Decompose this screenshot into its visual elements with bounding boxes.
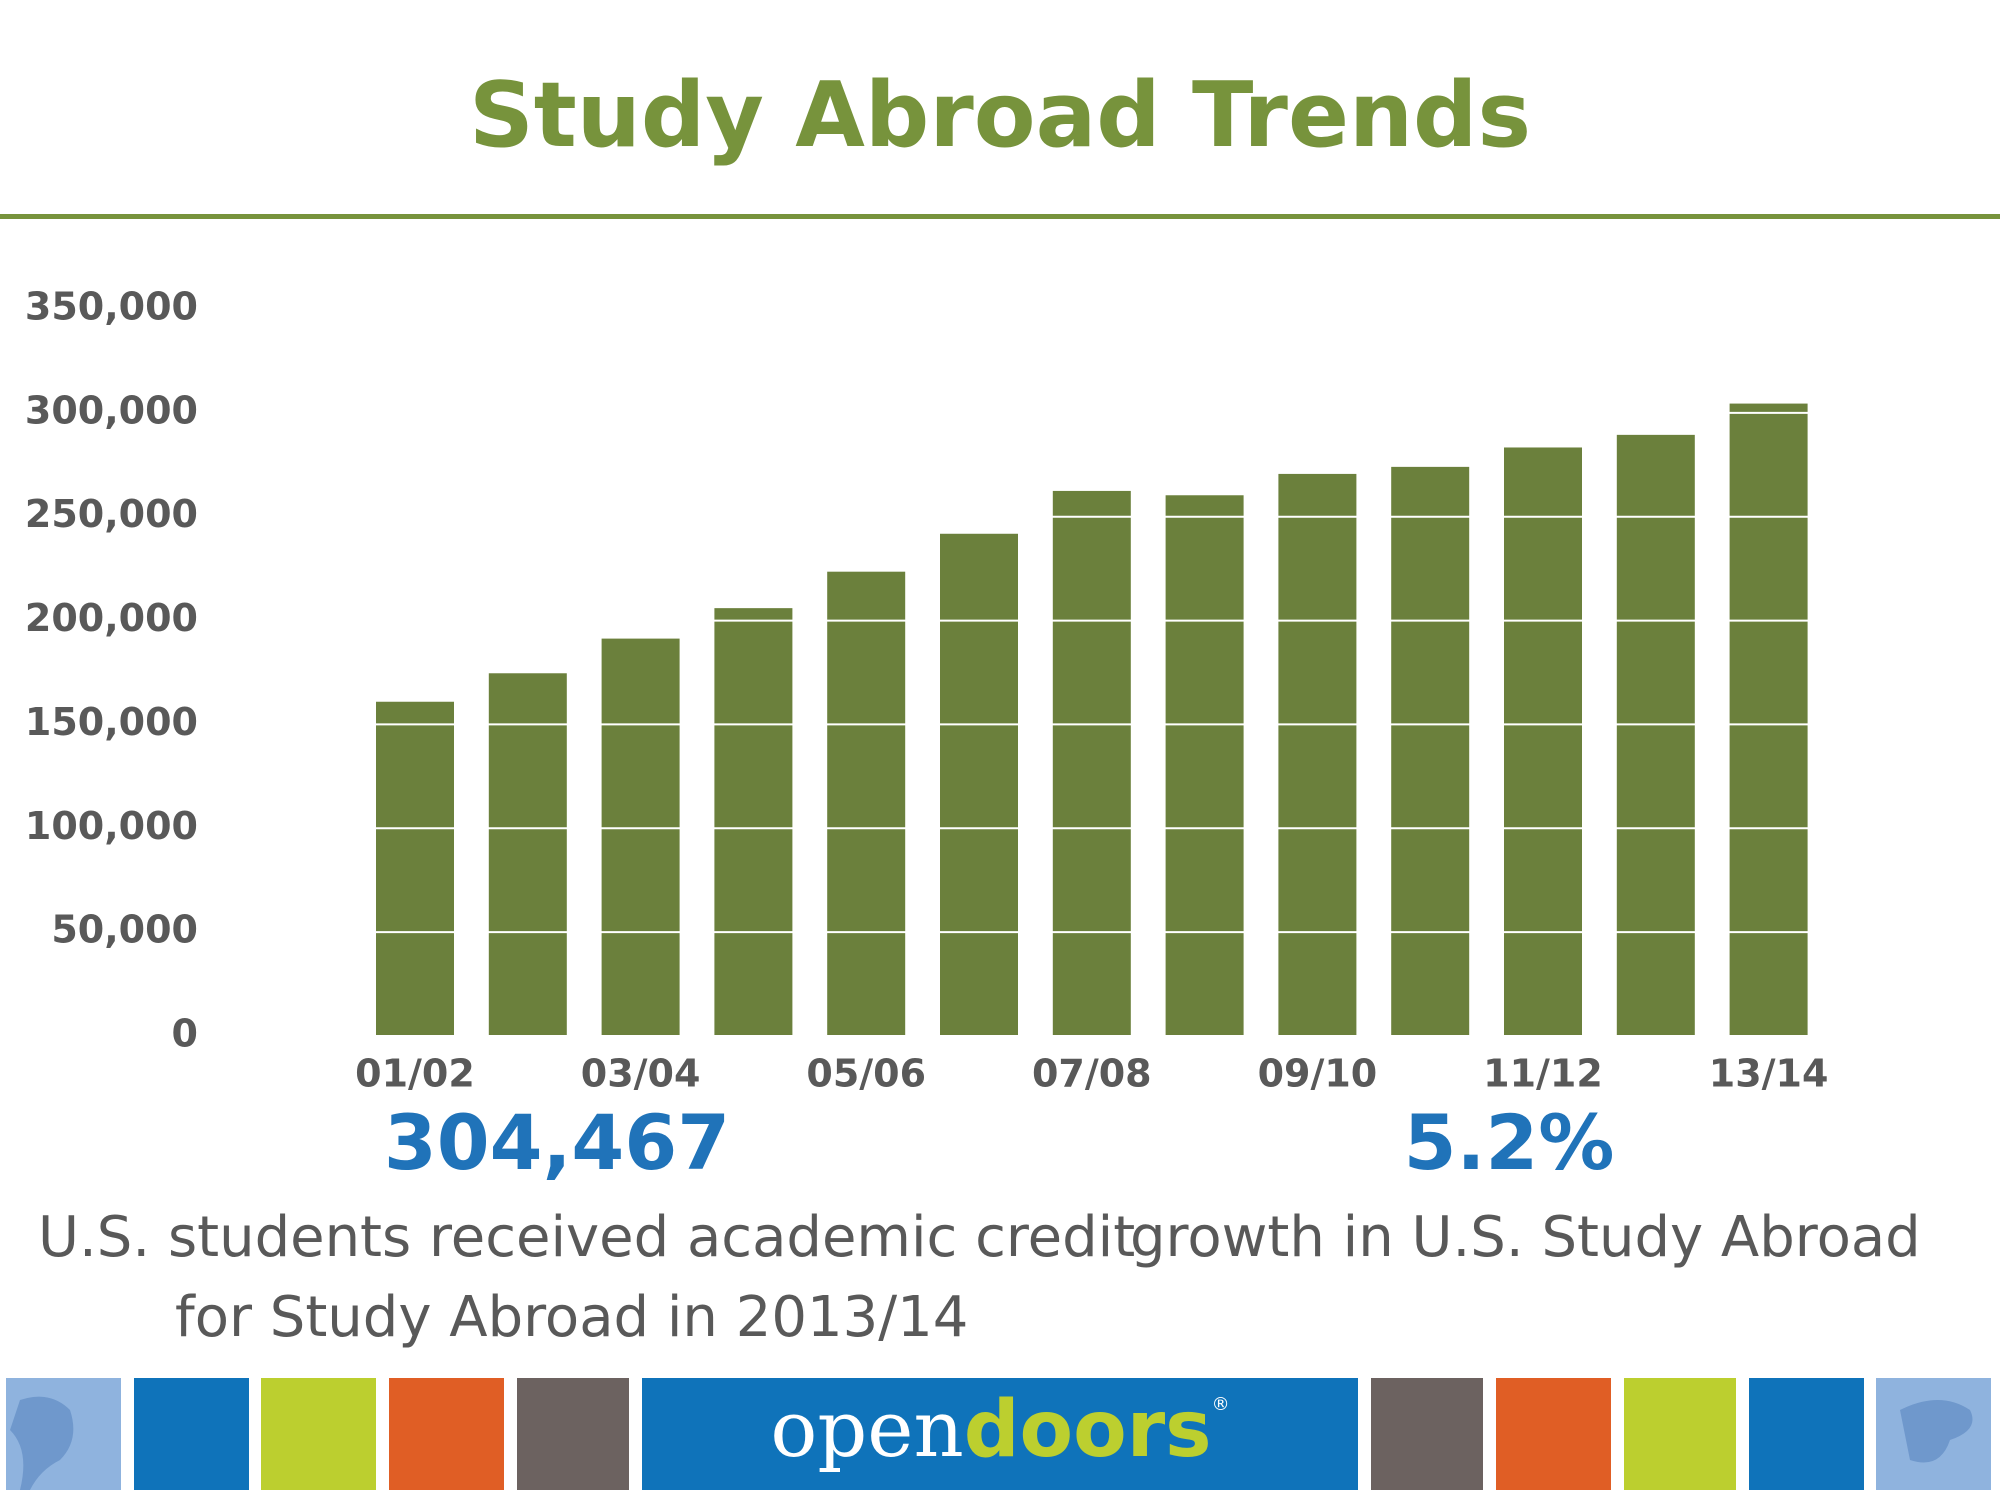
bar (827, 571, 906, 1036)
footer: opendoors® (6, 1378, 1991, 1490)
bar (1616, 434, 1695, 1036)
x-tick-label: 11/12 (1483, 1052, 1603, 1096)
x-tick-label: 01/02 (355, 1052, 475, 1096)
bar (1165, 495, 1244, 1036)
y-tick-label: 350,000 (25, 285, 198, 329)
tile (1624, 1378, 1736, 1490)
tile (1749, 1378, 1864, 1490)
map-shape (10, 1396, 74, 1490)
y-tick-label: 150,000 (25, 700, 198, 744)
y-tick-label: 200,000 (25, 596, 198, 640)
stat-value: 5.2% (1404, 1098, 1615, 1187)
bar (1729, 403, 1808, 1036)
chart-title: Study Abroad Trends (469, 63, 1531, 168)
bar (1052, 490, 1131, 1037)
brand-open: open (770, 1385, 963, 1475)
bar (376, 701, 454, 1036)
tile (134, 1378, 249, 1490)
x-tick-label: 13/14 (1709, 1052, 1829, 1096)
bar (488, 673, 567, 1036)
chart: 01/02 03/04 05/06 07/08 09/10 11/12 13/14 0 50,0… (25, 285, 1845, 1096)
title-rule (0, 214, 2000, 219)
brand: opendoors® (770, 1385, 1229, 1476)
tile (1371, 1378, 1483, 1490)
stat-description: growth in U.S. Study Abroad (1130, 1205, 1921, 1270)
tile (389, 1378, 504, 1490)
x-tick-label: 03/04 (581, 1052, 701, 1096)
bar (1278, 473, 1357, 1036)
tile (261, 1378, 376, 1490)
y-tick-label: 250,000 (25, 492, 198, 536)
y-tick-label: 50,000 (51, 908, 198, 952)
brand-doors: doors (964, 1385, 1212, 1475)
y-tick-label: 100,000 (25, 804, 198, 848)
bar (714, 608, 793, 1036)
stat-description: for Study Abroad in 2013/14 (175, 1285, 968, 1350)
x-tick-label: 05/06 (806, 1052, 926, 1096)
brand-mark: ® (1212, 1394, 1230, 1415)
bar (1391, 466, 1470, 1036)
stat-value: 304,467 (384, 1098, 730, 1187)
tile (1496, 1378, 1611, 1490)
y-tick-label: 0 (172, 1012, 198, 1056)
map-shape (1900, 1400, 1973, 1463)
brand-tile (642, 1378, 1358, 1490)
x-tick-label: 07/08 (1032, 1052, 1152, 1096)
y-tick-label: 300,000 (25, 388, 198, 432)
bar (1504, 447, 1582, 1036)
stat-description: U.S. students received academic credit (38, 1205, 1135, 1270)
bar (940, 533, 1018, 1036)
bar (601, 638, 680, 1036)
x-tick-label: 09/10 (1258, 1052, 1378, 1096)
tile (517, 1378, 629, 1490)
